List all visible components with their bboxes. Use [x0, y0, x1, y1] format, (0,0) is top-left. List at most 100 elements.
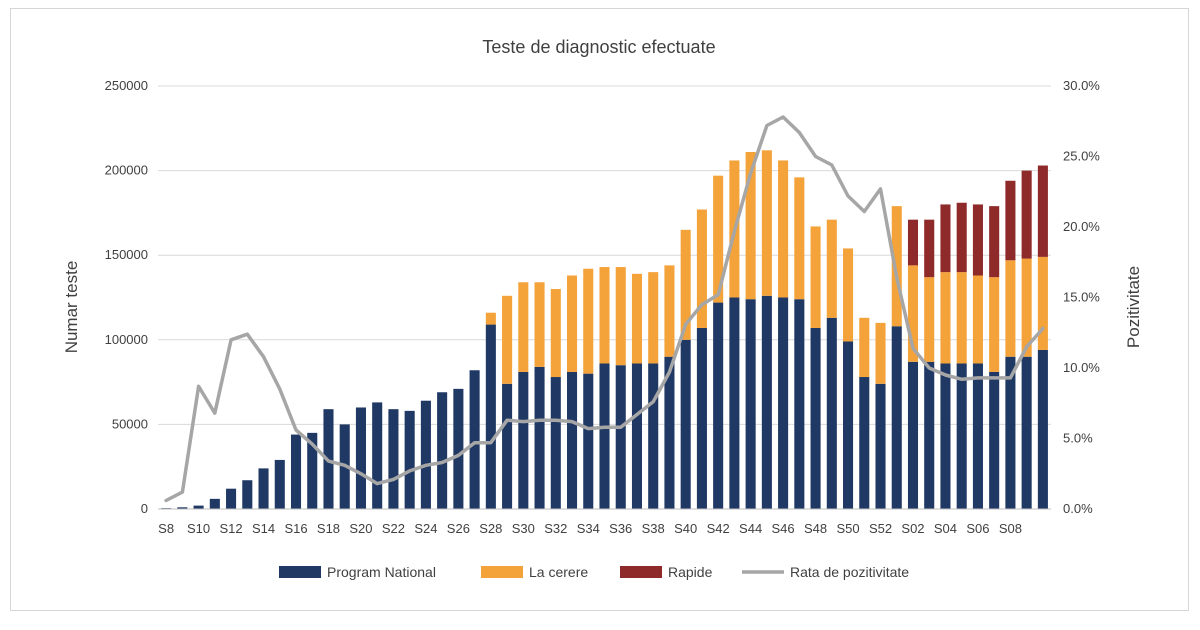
bar-program-national — [242, 480, 253, 509]
bar-la-cerere — [875, 322, 886, 384]
bar-rapide — [940, 204, 951, 273]
bar-program-national — [1005, 356, 1016, 509]
x-tick-label: S22 — [382, 521, 405, 536]
bar-la-cerere — [615, 267, 626, 366]
x-tick-label: S32 — [544, 521, 567, 536]
legend-swatch — [481, 566, 523, 578]
bar-la-cerere — [1005, 260, 1016, 357]
bar-la-cerere — [599, 267, 610, 364]
right-tick-label: 25.0% — [1063, 149, 1100, 164]
positivity-line — [164, 115, 1045, 503]
bar-program-national — [177, 507, 188, 509]
bar-la-cerere — [956, 272, 967, 364]
bar-la-cerere — [794, 177, 805, 300]
bar-program-national — [713, 302, 724, 509]
bar-program-national — [453, 388, 464, 509]
x-tick-label: S10 — [187, 521, 210, 536]
bar-program-national — [907, 361, 919, 509]
bar-program-national — [534, 366, 545, 509]
bar-program-national — [761, 295, 772, 509]
bar-program-national — [696, 327, 707, 509]
bar-la-cerere — [680, 229, 691, 340]
right-tick-label: 10.0% — [1063, 360, 1100, 375]
bar-program-national — [437, 392, 448, 509]
bar-program-national — [972, 363, 983, 509]
bar-program-national — [518, 371, 529, 509]
bar-program-national — [1021, 356, 1032, 509]
legend: Program National La cerere Rapide Rata de p… — [279, 564, 909, 580]
bar-la-cerere — [502, 295, 513, 384]
bar-la-cerere — [843, 248, 854, 342]
bar-la-cerere — [940, 272, 951, 364]
bar-program-national — [843, 341, 854, 509]
bar-la-cerere — [891, 206, 902, 327]
bar-program-national — [258, 468, 269, 509]
legend-label: La cerere — [529, 564, 588, 580]
bar-program-national — [209, 498, 220, 509]
bar-program-national — [875, 383, 886, 509]
x-tick-label: S20 — [349, 521, 372, 536]
x-tick-label: S38 — [642, 521, 665, 536]
bar-la-cerere — [550, 289, 561, 378]
bar-la-cerere — [631, 273, 643, 364]
left-tick-label: 150000 — [105, 247, 148, 262]
bar-program-national — [388, 409, 399, 509]
x-tick-label: S50 — [836, 521, 859, 536]
left-tick-label: 250000 — [105, 78, 148, 93]
legend-label: Rata de pozitivitate — [790, 564, 909, 580]
x-tick-label: S30 — [512, 521, 535, 536]
right-axis-title: Pozitivitate — [1124, 266, 1143, 348]
bar-program-national — [940, 363, 951, 509]
bar-program-national — [729, 297, 740, 509]
x-tick-label: S04 — [934, 521, 957, 536]
x-axis: S8 S10 S12 S14 S16 S18 S20 S22 S24 S26 S28 S30 S32 S3… — [158, 508, 1051, 536]
x-tick-label: S16 — [284, 521, 307, 536]
bar-program-national — [274, 459, 285, 509]
bar-program-national — [485, 324, 496, 509]
bar-rapide — [972, 204, 983, 276]
bar-la-cerere — [826, 219, 837, 318]
bar-rapide — [907, 219, 919, 266]
x-tick-label: S34 — [577, 521, 600, 536]
x-tick-label: S08 — [999, 521, 1022, 536]
bar-la-cerere — [924, 277, 935, 362]
left-tick-label: 200000 — [105, 163, 148, 178]
bar-program-national — [778, 297, 789, 509]
left-tick-label: 100000 — [105, 332, 148, 347]
bar-program-national — [469, 370, 480, 509]
bar-program-national — [372, 402, 383, 509]
bar-la-cerere — [485, 312, 496, 325]
bar-la-cerere — [745, 151, 756, 300]
bar-rapide — [924, 219, 935, 278]
x-tick-label: S42 — [707, 521, 730, 536]
bar-la-cerere — [534, 282, 545, 367]
bar-rapide — [1021, 170, 1032, 259]
bar-la-cerere — [989, 277, 1000, 372]
x-tick-label: S48 — [804, 521, 827, 536]
bar-la-cerere — [583, 268, 594, 374]
x-tick-label: S24 — [414, 521, 437, 536]
bar-la-cerere — [664, 265, 675, 357]
right-tick-label: 5.0% — [1063, 431, 1093, 446]
bar-program-national — [631, 363, 643, 509]
bar-rapide — [956, 202, 967, 273]
bar-program-national — [810, 327, 821, 509]
x-tick-label: S12 — [219, 521, 242, 536]
x-tick-label: S02 — [901, 521, 924, 536]
bar-la-cerere — [761, 150, 772, 296]
right-tick-label: 0.0% — [1063, 501, 1093, 516]
x-tick-label: S52 — [869, 521, 892, 536]
x-tick-label: S06 — [966, 521, 989, 536]
bar-la-cerere — [566, 275, 578, 372]
right-tick-label: 20.0% — [1063, 219, 1100, 234]
bar-rapide — [1037, 165, 1048, 257]
bar-la-cerere — [1021, 258, 1032, 357]
bar-program-national — [615, 365, 626, 509]
bar-program-national — [599, 363, 610, 509]
chart-frame: Teste de diagnostic efectuate 0 50000 1000… — [10, 8, 1189, 611]
x-tick-label: S8 — [158, 521, 174, 536]
bar-program-national — [859, 377, 870, 509]
bar-program-national — [680, 339, 691, 509]
legend-label: Program National — [327, 564, 436, 580]
bar-la-cerere — [518, 282, 529, 372]
